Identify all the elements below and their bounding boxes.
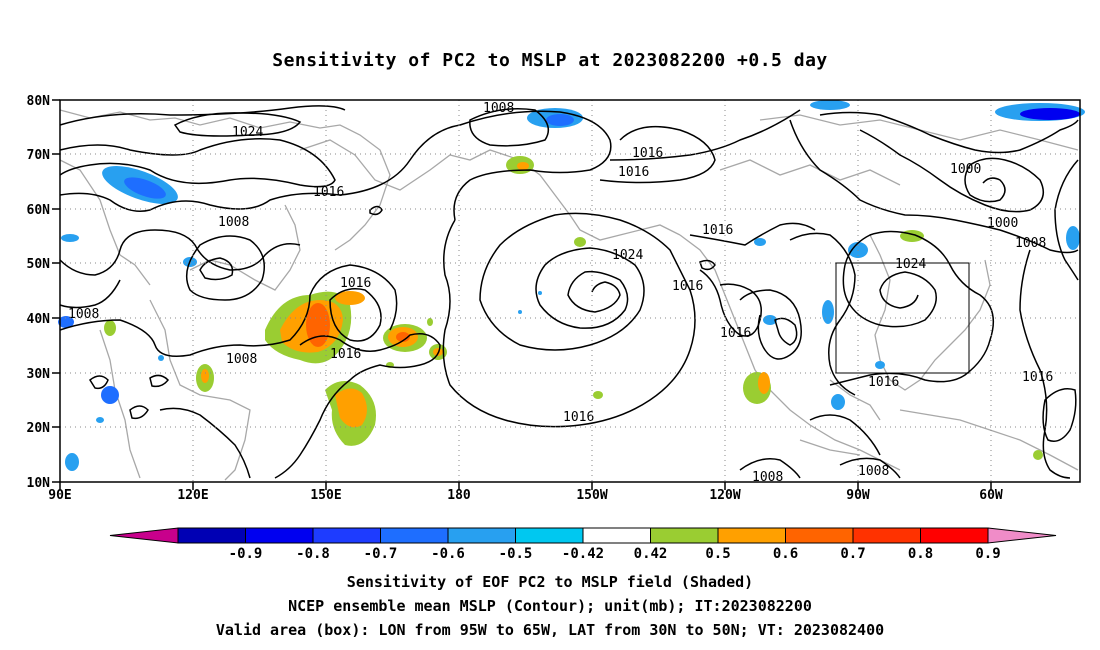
lon-tick-labels: 90E 120E 150E 180 150W 120W 90W 60W bbox=[48, 488, 1003, 503]
caption-line-2: NCEP ensemble mean MSLP (Contour); unit(… bbox=[288, 597, 812, 615]
contour-label: 1016 bbox=[720, 326, 751, 341]
lat-tick-label: 30N bbox=[27, 367, 51, 382]
colorbar-label: 0.9 bbox=[975, 546, 1000, 562]
contour-label: 1008 bbox=[226, 352, 257, 367]
lat-tick-labels: 80N 70N 60N 50N 40N 30N 20N 10N bbox=[27, 94, 51, 491]
contour-label: 1016 bbox=[702, 223, 733, 238]
colorbar-segment bbox=[717, 527, 786, 544]
colorbar-label: 0.6 bbox=[773, 546, 798, 562]
lon-tick-label: 150E bbox=[310, 488, 341, 503]
contour-label: 1016 bbox=[1022, 370, 1053, 385]
contour-label: 1024 bbox=[895, 257, 926, 272]
colorbar: -0.9 -0.8 -0.7 -0.6 -0.5 -0.42 0.42 0.5 0.6 0.7 0.… bbox=[109, 527, 1057, 562]
contour-label: 1016 bbox=[313, 185, 344, 200]
caption-line-3: Valid area (box): LON from 95W to 65W, L… bbox=[215, 621, 885, 639]
colorbar-label: 0.7 bbox=[840, 546, 865, 562]
colorbar-segment bbox=[177, 527, 246, 544]
contour-label: 1008 bbox=[483, 101, 514, 116]
contour-label: 1024 bbox=[612, 248, 643, 263]
lat-tick-label: 40N bbox=[27, 312, 51, 327]
mslp-contours bbox=[59, 105, 1079, 479]
contour-label: 1008 bbox=[218, 215, 249, 230]
colorbar-segment bbox=[312, 527, 381, 544]
lat-tick-label: 20N bbox=[27, 421, 51, 436]
lat-tick-label: 80N bbox=[27, 94, 51, 109]
colorbar-label: 0.8 bbox=[908, 546, 933, 562]
lon-tick-label: 60W bbox=[979, 488, 1003, 503]
contour-label: 1024 bbox=[232, 125, 263, 140]
valid-area-box bbox=[835, 262, 970, 374]
lat-tick-label: 10N bbox=[27, 476, 51, 491]
contour-label: 1008 bbox=[858, 464, 889, 479]
lat-tick-label: 70N bbox=[27, 148, 51, 163]
contour-label: 1000 bbox=[950, 162, 981, 177]
contour-label: 1016 bbox=[618, 165, 649, 180]
lon-tick-label: 120E bbox=[177, 488, 208, 503]
lat-tick-label: 50N bbox=[27, 257, 51, 272]
contour-label: 1016 bbox=[340, 276, 371, 291]
colorbar-label: -0.5 bbox=[499, 546, 533, 562]
lon-tick-label: 150W bbox=[576, 488, 607, 503]
lon-tick-label: 90W bbox=[846, 488, 870, 503]
colorbar-high-extend bbox=[987, 527, 1057, 544]
map-title: Sensitivity of PC2 to MSLP at 2023082200… bbox=[272, 50, 828, 71]
colorbar-label: 0.5 bbox=[705, 546, 730, 562]
colorbar-low-extend bbox=[109, 527, 179, 544]
colorbar-label: -0.9 bbox=[229, 546, 263, 562]
colorbar-segment bbox=[920, 527, 989, 544]
contour-label: 1008 bbox=[68, 307, 99, 322]
contour-label: 1016 bbox=[632, 146, 663, 161]
colorbar-label: -0.7 bbox=[364, 546, 398, 562]
colorbar-segment bbox=[245, 527, 314, 544]
colorbar-segment bbox=[582, 527, 651, 544]
map-frame bbox=[59, 99, 1081, 483]
colorbar-segment bbox=[650, 527, 719, 544]
colorbar-label: -0.6 bbox=[431, 546, 465, 562]
colorbar-label: 0.42 bbox=[634, 546, 668, 562]
contour-label: 1016 bbox=[330, 347, 361, 362]
contour-label: 1016 bbox=[868, 375, 899, 390]
contour-label: 1008 bbox=[1015, 236, 1046, 251]
colorbar-segment bbox=[380, 527, 449, 544]
caption-line-1: Sensitivity of EOF PC2 to MSLP field (Sh… bbox=[346, 573, 754, 591]
colorbar-segment bbox=[785, 527, 854, 544]
colorbar-segment bbox=[447, 527, 516, 544]
contour-label: 1016 bbox=[563, 410, 594, 425]
lon-tick-label: 180 bbox=[447, 488, 471, 503]
lat-tick-label: 60N bbox=[27, 203, 51, 218]
axis-ticks bbox=[52, 99, 992, 490]
colorbar-label: -0.42 bbox=[562, 546, 604, 562]
contour-label: 1016 bbox=[672, 279, 703, 294]
colorbar-segment bbox=[515, 527, 584, 544]
colorbar-segment bbox=[852, 527, 921, 544]
colorbar-label: -0.8 bbox=[296, 546, 330, 562]
lon-tick-label: 120W bbox=[709, 488, 740, 503]
lon-tick-label: 90E bbox=[48, 488, 71, 503]
contour-label: 1000 bbox=[987, 216, 1018, 231]
